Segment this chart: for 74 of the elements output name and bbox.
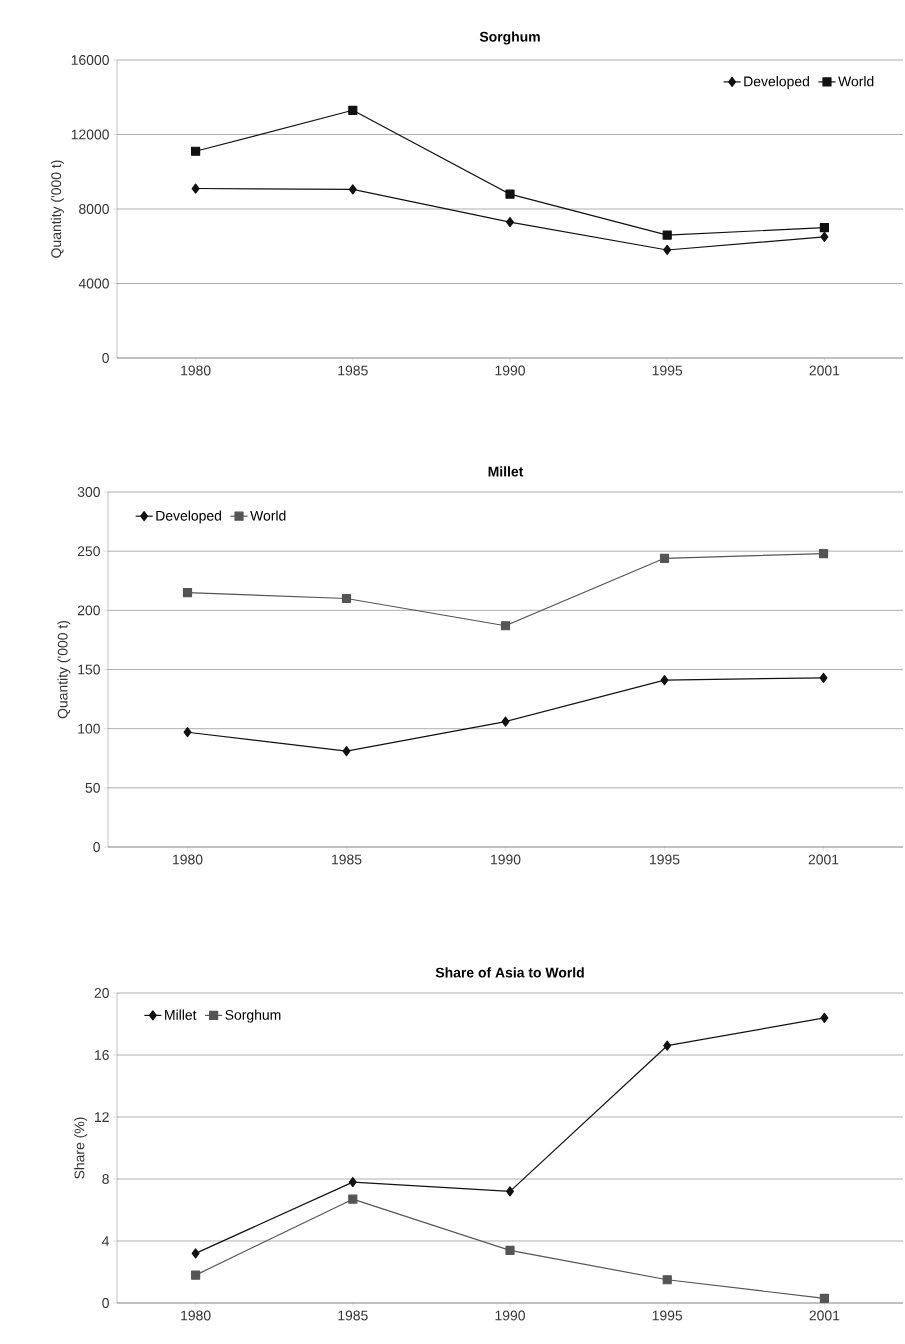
x-tick-label: 1985: [338, 365, 368, 376]
chart-title: Millet: [488, 466, 524, 477]
x-tick-label: 1980: [173, 854, 203, 865]
point: [662, 1275, 672, 1285]
point: [191, 1248, 200, 1259]
point: [500, 621, 511, 631]
y-tick-label: 20: [94, 988, 109, 998]
y-tick-label: 50: [85, 782, 100, 793]
point: [348, 1177, 357, 1188]
point: [182, 587, 193, 598]
point: [505, 1245, 515, 1255]
point: [183, 727, 192, 738]
point: [820, 231, 829, 243]
y-tick-label: 4: [102, 1236, 110, 1246]
point: [663, 244, 672, 256]
x-tick-label: 1980: [181, 1310, 211, 1321]
y-tick-label: 16000: [71, 55, 109, 65]
point: [660, 675, 669, 686]
x-tick-label: 1990: [491, 854, 521, 865]
y-tick-label: 250: [77, 546, 100, 557]
legend-label: Developed: [156, 510, 222, 524]
y-tick-label: 200: [77, 605, 100, 616]
x-tick-label: 1985: [332, 854, 362, 865]
legend-label: Sorghum: [225, 1009, 281, 1023]
point: [348, 184, 357, 195]
x-tick-label: 1995: [650, 854, 680, 865]
y-axis-title: Quantity ('000 t): [50, 160, 64, 258]
point: [191, 146, 201, 156]
legend-label: Millet: [165, 1009, 197, 1020]
x-tick-label: 1990: [495, 1310, 525, 1321]
point: [820, 1012, 829, 1023]
point: [662, 230, 672, 240]
point: [663, 1040, 672, 1051]
chart-title: Sorghum: [479, 31, 540, 45]
point: [342, 746, 351, 757]
y-tick-label: 0: [102, 353, 109, 363]
y-tick-label: 8000: [79, 204, 109, 214]
x-tick-label: 1995: [652, 1310, 683, 1321]
legend-label: Developed: [744, 76, 809, 90]
x-tick-label: 2001: [808, 854, 839, 865]
point: [505, 189, 515, 199]
point: [659, 553, 670, 563]
point: [191, 183, 200, 194]
x-tick-label: 1980: [181, 365, 211, 376]
y-tick-label: 4000: [78, 278, 109, 289]
point: [506, 1186, 514, 1197]
point: [191, 1270, 201, 1280]
point: [348, 105, 358, 115]
point: [819, 1293, 829, 1303]
y-tick-label: 0: [93, 842, 100, 852]
x-tick-label: 1990: [495, 365, 525, 376]
y-tick-label: 12000: [71, 129, 109, 140]
chart-title: Share of Asia to World: [435, 967, 584, 978]
point: [341, 593, 352, 604]
y-tick-label: 100: [78, 723, 100, 734]
legend-label: World: [838, 76, 874, 87]
point: [501, 716, 510, 727]
y-axis-title: Quantity ('000 t): [57, 620, 71, 719]
legend-label: World: [250, 510, 286, 521]
x-tick-label: 2001: [809, 1310, 840, 1321]
y-tick-label: 0: [102, 1298, 109, 1308]
x-tick-label: 1995: [652, 365, 683, 376]
y-tick-label: 150: [78, 664, 100, 675]
point: [819, 223, 829, 233]
y-tick-label: 16: [95, 1050, 109, 1060]
y-tick-label: 300: [77, 487, 100, 497]
y-axis-title: Share (%): [74, 1117, 88, 1179]
y-tick-label: 12: [95, 1112, 109, 1122]
point: [348, 1194, 358, 1204]
x-tick-label: 1985: [338, 1310, 368, 1321]
x-tick-label: 2001: [809, 365, 840, 376]
y-tick-label: 8: [102, 1174, 109, 1184]
point: [819, 672, 828, 683]
point: [818, 548, 829, 559]
